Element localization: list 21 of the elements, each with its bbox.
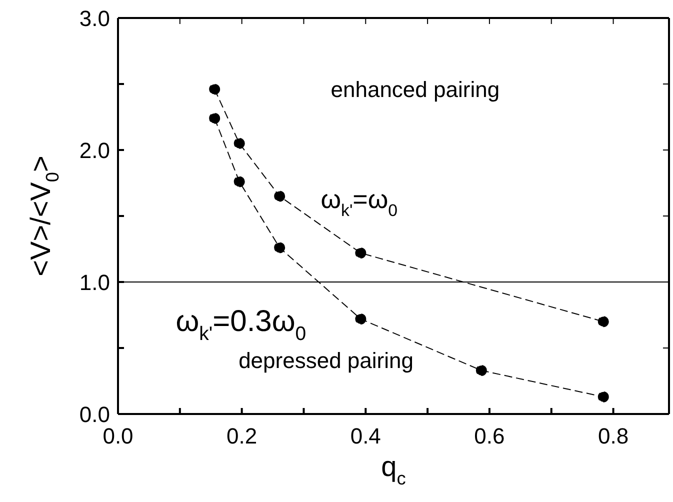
point: [476, 364, 487, 376]
point: [355, 247, 366, 258]
point: [209, 112, 220, 124]
point: [598, 316, 609, 328]
x-tick-label: 0.4: [350, 424, 381, 449]
x-axis-title: q$_{c}$: [381, 451, 406, 488]
point: [598, 391, 609, 402]
y-tick-label: 2.0: [79, 138, 110, 163]
annotation: enhanced pairing: [330, 77, 500, 102]
annotation: depressed pairing: [238, 348, 414, 373]
point: [234, 138, 245, 149]
point: [274, 242, 286, 254]
point: [209, 84, 220, 95]
point: [234, 176, 245, 188]
point: [355, 313, 366, 324]
x-tick-label: 0.2: [226, 424, 258, 449]
point: [274, 190, 286, 202]
x-tick-label: 0.8: [598, 424, 629, 449]
y-tick-label: 1.0: [79, 270, 110, 295]
x-tick-label: 0.6: [474, 424, 505, 449]
y-tick-label: 3.0: [79, 6, 110, 31]
